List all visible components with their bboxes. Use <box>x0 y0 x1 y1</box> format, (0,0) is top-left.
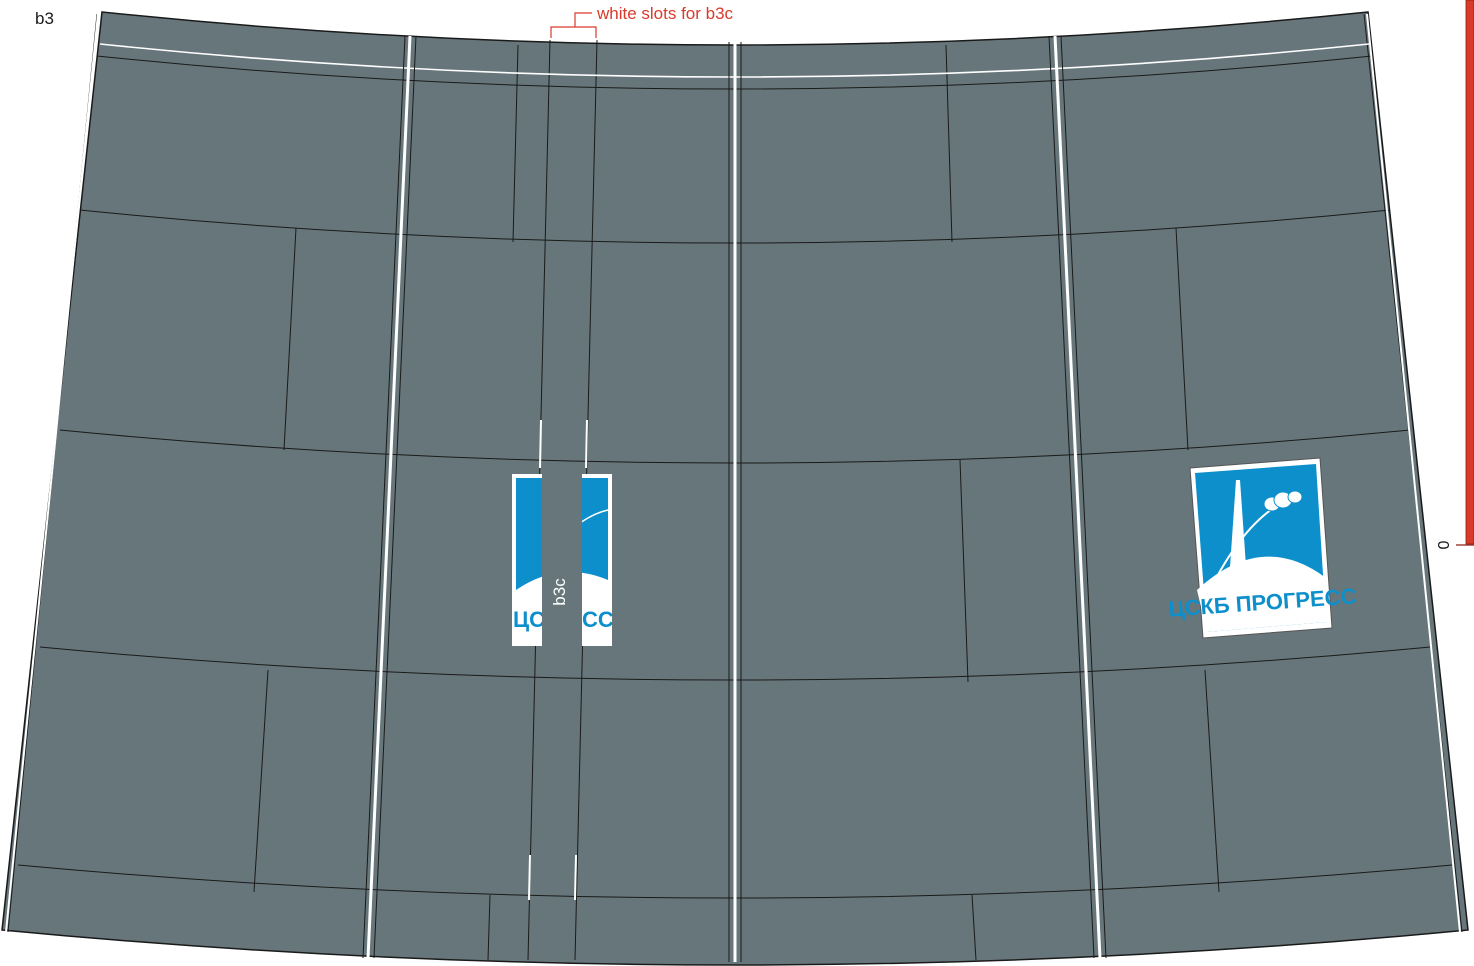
soyuz-capsule-icon <box>1263 490 1303 512</box>
scale-zero-label: 0 <box>1436 540 1453 549</box>
logo-right: ЦСКБ ПРОГРЕСС <box>1168 457 1357 639</box>
strip-label: b3c <box>550 578 569 606</box>
stripe-outlines <box>362 35 1107 962</box>
rocket-icon <box>1228 480 1248 596</box>
part-label: b3 <box>35 9 54 28</box>
logo-left-text-a: ЦСК <box>513 607 559 632</box>
scale-bar: 0 <box>1436 0 1474 549</box>
annotation-bracket <box>550 12 597 38</box>
logo-left-text-b: СС <box>582 607 614 632</box>
white-slot-stripes <box>5 13 1461 962</box>
annotation-label: white slots for b3c <box>596 4 734 23</box>
logo-left: ЦСК СС <box>512 474 614 646</box>
